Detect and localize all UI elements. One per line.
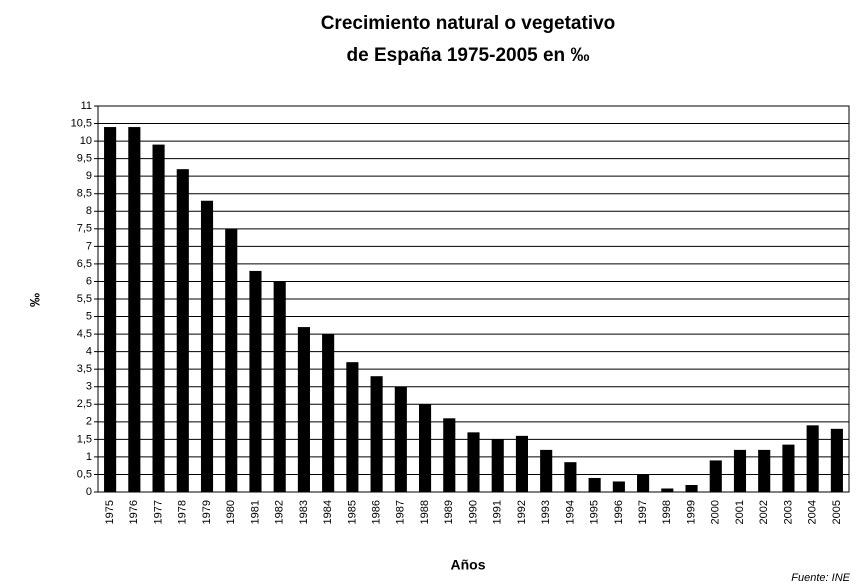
bar: [685, 484, 698, 492]
y-tick-label: 8: [86, 205, 92, 217]
x-tick-label: 2005: [831, 500, 843, 524]
x-tick-label: 1986: [371, 500, 383, 524]
bar: [758, 449, 771, 492]
x-tick-label: 1993: [540, 500, 552, 524]
y-tick-label: 4,5: [77, 328, 92, 340]
y-tick-label: 5: [86, 310, 92, 322]
x-tick-label: 1988: [419, 500, 431, 524]
x-tick-label: 1983: [298, 500, 310, 524]
x-tick-label: 1990: [467, 500, 479, 524]
bar: [806, 425, 819, 492]
bar: [709, 460, 722, 492]
y-tick-label: 7,5: [77, 223, 92, 235]
y-axis-label: ‰: [27, 293, 43, 307]
y-tick-label: 4: [86, 346, 92, 358]
bar: [661, 488, 674, 492]
bar: [322, 334, 335, 492]
bar: [225, 228, 238, 492]
x-axis-label: Años: [451, 557, 486, 573]
x-tick-label: 1975: [104, 500, 116, 524]
y-tick-label: 5,5: [77, 293, 92, 305]
bar: [491, 439, 504, 492]
bar: [346, 362, 359, 492]
y-tick-label: 6,5: [77, 258, 92, 270]
x-tick-label: 1996: [613, 500, 625, 524]
y-tick-label: 1: [86, 451, 92, 463]
x-tick-label: 2000: [710, 500, 722, 524]
bar: [830, 428, 843, 492]
x-tick-label: 1992: [516, 500, 528, 524]
chart-title: Crecimiento natural o vegetativo: [321, 13, 616, 34]
bar: [637, 474, 650, 492]
y-tick-label: 9: [86, 170, 92, 182]
x-tick-label: 1998: [661, 500, 673, 524]
x-tick-label: 1987: [395, 500, 407, 524]
y-tick-label: 10: [80, 135, 92, 147]
x-tick-label: 2002: [758, 500, 770, 524]
x-tick-label: 1977: [152, 500, 164, 524]
bar: [249, 270, 262, 492]
y-tick-label: 0,5: [77, 468, 92, 480]
y-tick-label: 10,5: [71, 117, 92, 129]
y-tick-label: 7: [86, 240, 92, 252]
bar: [152, 144, 165, 492]
x-tick-label: 1999: [685, 500, 697, 524]
x-tick-label: 1985: [346, 500, 358, 524]
bar: [564, 462, 577, 492]
y-tick-label: 1,5: [77, 433, 92, 445]
bar: [588, 477, 601, 492]
y-tick-label: 6: [86, 275, 92, 287]
x-tick-label: 1994: [564, 500, 576, 524]
x-tick-label: 1979: [201, 500, 213, 524]
bar: [104, 127, 117, 493]
bar: [443, 418, 456, 492]
x-tick-label: 2003: [782, 500, 794, 524]
bar: [467, 432, 480, 492]
x-tick-label: 1982: [274, 500, 286, 524]
x-tick-label: 1995: [589, 500, 601, 524]
y-tick-label: 11: [81, 100, 92, 112]
bar: [176, 169, 189, 492]
bar: [128, 127, 141, 493]
source: Fuente: INE: [791, 572, 850, 584]
y-tick-label: 8,5: [77, 188, 92, 200]
y-tick-label: 3,5: [77, 363, 92, 375]
bar: [370, 376, 383, 492]
x-tick-label: 1981: [249, 500, 261, 524]
x-tick-label: 1997: [637, 500, 649, 524]
x-tick-label: 1991: [492, 500, 504, 524]
y-tick-label: 2: [86, 416, 92, 428]
x-tick-label: 1984: [322, 500, 334, 524]
y-tick-label: 3: [86, 381, 92, 393]
bar: [200, 200, 214, 492]
bar: [394, 386, 407, 492]
x-tick-label: 1976: [128, 500, 140, 524]
bar: [515, 435, 529, 492]
bar: [612, 481, 625, 492]
bar: [733, 449, 747, 492]
bar: [540, 449, 553, 492]
x-tick-label: 2004: [807, 500, 819, 524]
y-tick-label: 9,5: [77, 153, 92, 165]
x-tick-label: 1980: [225, 500, 237, 524]
bar: [782, 444, 795, 492]
bar: [273, 281, 286, 492]
chart-title: de España 1975-2005 en ‰: [347, 45, 590, 66]
x-tick-label: 1989: [443, 500, 455, 524]
y-tick-label: 2,5: [77, 398, 92, 410]
x-tick-label: 2001: [734, 500, 746, 524]
bar: [418, 404, 432, 492]
y-tick-label: 0: [86, 486, 92, 498]
x-tick-label: 1978: [177, 500, 189, 524]
bar: [297, 327, 310, 492]
